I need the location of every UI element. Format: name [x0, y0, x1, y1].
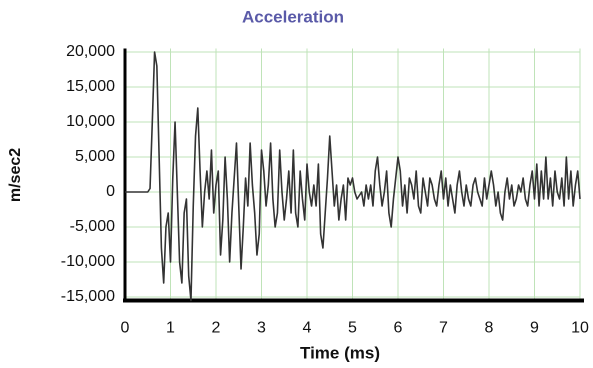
y-tick-label: -5,000	[70, 218, 115, 235]
x-tick-label: 7	[439, 320, 448, 337]
x-tick-label: 5	[348, 320, 357, 337]
x-tick-label: 1	[166, 320, 175, 337]
x-tick-label: 10	[571, 320, 589, 337]
y-tick-label: 0	[106, 183, 115, 200]
y-tick-label: 20,000	[66, 43, 115, 60]
x-tick-label: 8	[485, 320, 494, 337]
y-tick-label: 10,000	[66, 113, 115, 130]
x-tick-label: 4	[303, 320, 312, 337]
x-tick-label: 6	[394, 320, 403, 337]
y-axis-label: m/sec2	[7, 148, 24, 202]
x-tick-label: 3	[257, 320, 266, 337]
y-tick-label: 15,000	[66, 78, 115, 95]
x-axis-label: Time (ms)	[300, 343, 380, 362]
x-tick-label: 2	[212, 320, 221, 337]
y-tick-label: -10,000	[61, 253, 115, 270]
data-line	[125, 51, 581, 302]
y-tick-label: -15,000	[61, 288, 115, 305]
chart-title: Acceleration	[242, 7, 344, 26]
y-tick-label: 5,000	[75, 148, 115, 165]
x-tick-label: 9	[530, 320, 539, 337]
x-tick-label: 0	[121, 320, 130, 337]
